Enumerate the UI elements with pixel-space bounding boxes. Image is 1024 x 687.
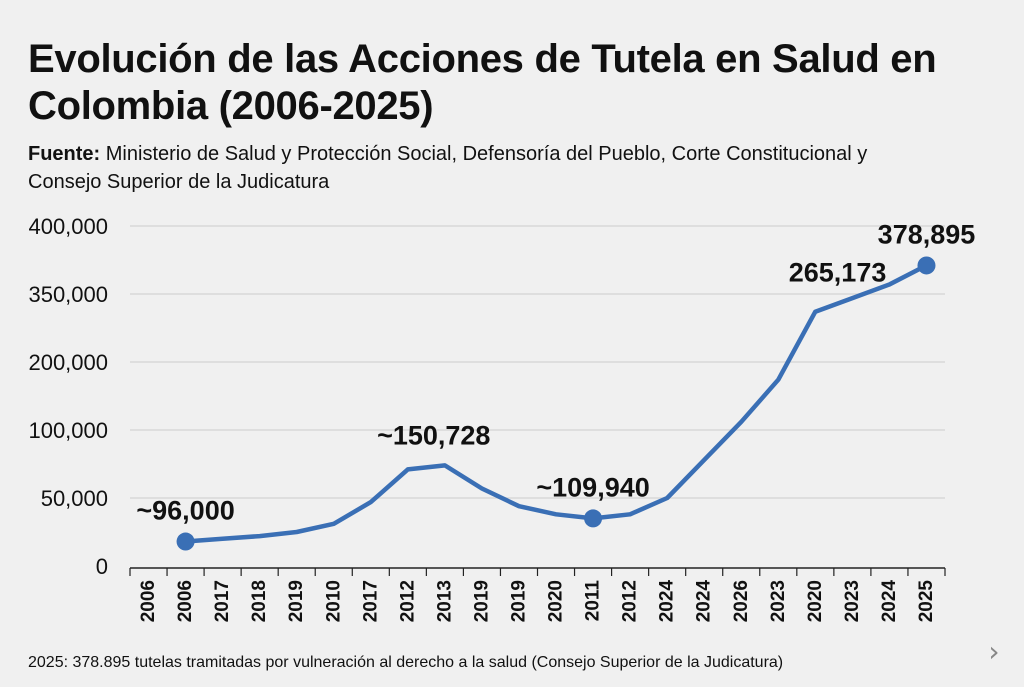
x-tick-label: 2023 [842,580,863,622]
y-tick-label: 100,000 [28,418,108,443]
line-chart: 0 50,000 100,000 200,000 350,000 400,000 2006 2… [28,214,976,623]
chart-title: Evolución de las Acciones de Tutela en S… [28,37,937,128]
y-tick-label: 0 [96,554,108,579]
chevron-right-icon[interactable]: › [988,635,1000,668]
y-tick-label: 350,000 [28,282,108,307]
x-tick-label: 2013 [434,580,455,622]
data-annotation: ~109,940 [536,472,649,502]
x-tick-label: 2020 [805,580,826,622]
x-tick-label: 2019 [286,580,307,622]
source-text: Ministerio de Salud y Protección Social,… [28,143,868,193]
x-tick-label: 2006 [175,580,196,622]
data-annotation: 265,173 [789,258,887,288]
y-tick-label: 50,000 [41,486,108,511]
x-tick-label: 2023 [768,580,789,622]
x-tick-label: 2011 [583,580,604,622]
x-tick-label: 2024 [694,580,715,623]
data-point-marker [176,532,195,551]
chart-source: Fuente: Ministerio de Salud y Protección… [28,140,908,196]
data-point-marker [584,509,603,528]
x-tick-label: 2017 [360,580,381,622]
x-tick-label: 2018 [249,580,270,622]
x-tick-label: 2012 [620,580,641,622]
x-tick-label: 2012 [397,580,418,622]
data-annotation: ~96,000 [136,496,234,526]
series-line [183,263,929,544]
x-tick-label: 2017 [212,580,233,622]
x-tick-label: 2024 [879,580,900,623]
x-tick-label: 2010 [323,580,344,622]
x-tick-label: 2020 [546,580,567,622]
x-tick-label: 2025 [916,580,937,623]
x-tick-label: 2024 [657,580,678,623]
chart-footnote: 2025: 378.895 tutelas tramitadas por vul… [28,654,784,671]
data-annotation: 378,895 [878,219,976,249]
data-annotation: ~150,728 [377,421,490,451]
source-label: Fuente: [28,143,101,165]
x-tick-label: 2026 [731,580,752,622]
data-point-marker [917,256,936,275]
x-tick-label: 2019 [471,580,492,622]
x-tick-label: 2006 [138,580,159,622]
y-tick-label: 400,000 [28,214,108,239]
y-tick-label: 200,000 [28,350,108,375]
x-tick-label: 2019 [508,580,529,622]
